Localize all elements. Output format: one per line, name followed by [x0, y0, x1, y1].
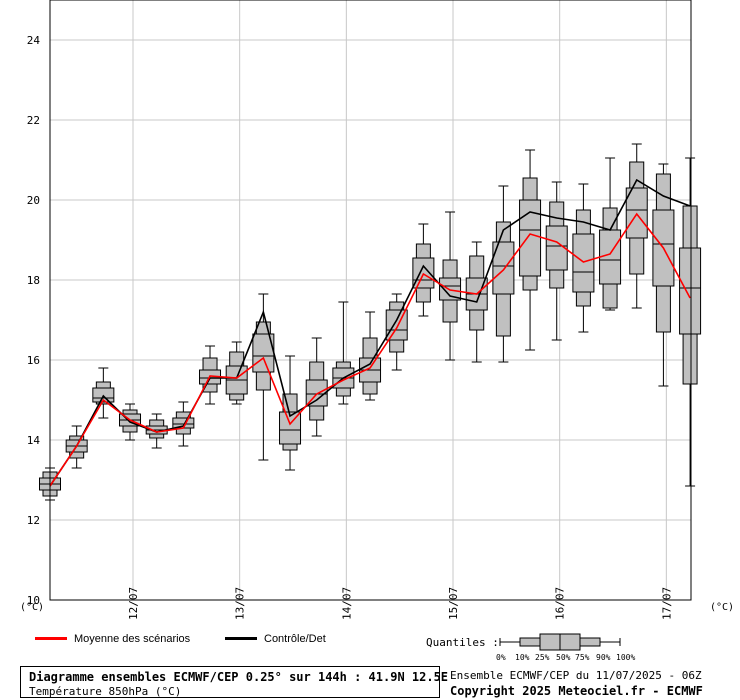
box-p25-p75 — [519, 199, 542, 277]
y-tick-label: 20 — [27, 194, 40, 207]
legend-mean-swatch — [35, 637, 67, 640]
y-unit-right: (°C) — [710, 602, 734, 613]
box-p25-p75 — [679, 247, 702, 335]
chart-title: Diagramme ensembles ECMWF/CEP 0.25° sur … — [29, 670, 449, 684]
quantile-100: 100% — [616, 653, 636, 662]
x-tick-label: 16/07 — [554, 587, 567, 620]
y-unit-left: (°C) — [20, 602, 44, 613]
chart-grid — [50, 0, 691, 601]
x-tick-label: 13/07 — [234, 587, 247, 620]
quantile-25: 25% — [535, 653, 550, 662]
y-tick-label: 14 — [27, 434, 41, 447]
box-p25-p75 — [439, 277, 462, 301]
x-tick-label: 17/07 — [660, 587, 673, 620]
x-tick-label: 14/07 — [340, 587, 353, 620]
y-tick-label: 12 — [27, 514, 40, 527]
chart-subtitle: Température 850hPa (°C) — [29, 685, 182, 698]
legend-det-label: Contrôle/Det — [264, 633, 326, 645]
box-plots — [39, 143, 702, 501]
quantile-0: 0% — [496, 653, 506, 662]
box-p25-p75 — [279, 411, 302, 445]
box-p25-p75 — [412, 257, 435, 289]
quantile-legend-box — [499, 633, 621, 651]
quantile-90: 90% — [596, 653, 611, 662]
y-tick-label: 16 — [27, 354, 40, 367]
box-p25-p75 — [492, 241, 515, 295]
quantile-75: 75% — [575, 653, 590, 662]
quantiles-label: Quantiles : — [426, 636, 499, 649]
run-info: Ensemble ECMWF/CEP du 11/07/2025 - 06Z — [450, 669, 702, 682]
y-tick-label: 10 — [27, 594, 40, 607]
y-tick-label: 24 — [27, 34, 41, 47]
y-tick-labels: 10 12 14 16 18 20 22 24 — [27, 34, 41, 607]
series-lines — [49, 178, 691, 487]
y-tick-label: 22 — [27, 114, 40, 127]
plot-frame — [49, 0, 692, 601]
mean-line — [49, 212, 691, 487]
x-tick-label: 12/07 — [127, 587, 140, 620]
x-tick-labels: 12/07 13/07 14/07 15/07 16/07 17/07 — [127, 587, 673, 620]
legend-det-swatch — [225, 637, 257, 640]
quantile-10: 10% — [515, 653, 530, 662]
legend-mean-label: Moyenne des scénarios — [74, 633, 191, 645]
box-p25-p75 — [545, 225, 568, 271]
box-p25-p75 — [572, 233, 595, 293]
quantile-50: 50% — [556, 653, 571, 662]
footer-box: Diagramme ensembles ECMWF/CEP 0.25° sur … — [20, 666, 448, 698]
copyright: Copyright 2025 Meteociel.fr - ECMWF — [450, 684, 703, 698]
x-tick-label: 15/07 — [447, 587, 460, 620]
y-tick-label: 18 — [27, 274, 40, 287]
